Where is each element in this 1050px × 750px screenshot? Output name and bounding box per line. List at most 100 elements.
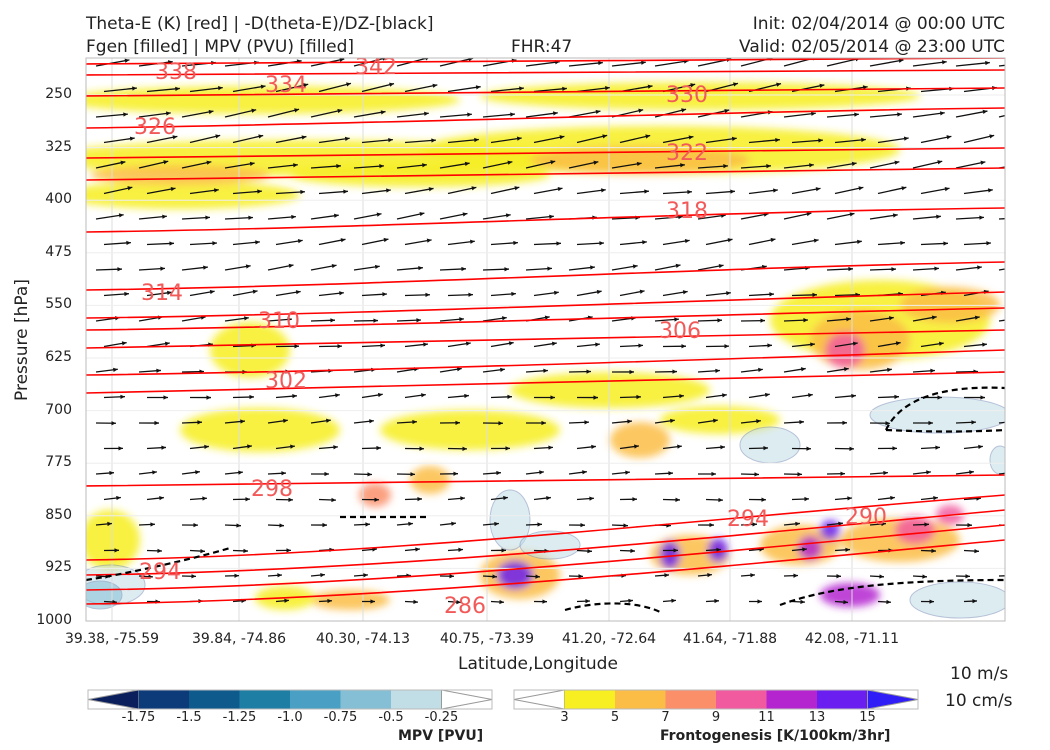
wind-arrowhead — [724, 108, 730, 114]
wind-arrowhead — [303, 83, 309, 88]
theta-e-label: 310 — [258, 309, 300, 334]
wind-arrow — [310, 109, 343, 118]
colorbar-tick-label: 5 — [610, 710, 620, 725]
wind-arrow — [705, 137, 737, 144]
wind-arrowhead — [163, 395, 168, 400]
wind-arrowhead — [492, 574, 497, 579]
wind-arrow — [525, 112, 558, 118]
wind-arrow — [576, 134, 608, 144]
lapse-contour — [885, 428, 1005, 433]
wind-arrowhead — [377, 392, 383, 398]
wind-arrowhead — [938, 341, 944, 346]
wind-arrowhead — [632, 264, 638, 269]
wind-arrowhead — [562, 86, 567, 91]
lapse-contour — [779, 578, 1005, 607]
wind-arrowhead — [425, 58, 430, 61]
wind-arrowhead — [851, 161, 857, 166]
wind-arrowhead — [552, 111, 558, 116]
wind-arrowhead — [205, 215, 210, 220]
wind-arrowhead — [333, 445, 338, 450]
forecast-hour: FHR:47 — [511, 37, 573, 57]
wind-arrowhead — [895, 341, 901, 346]
wind-arrow — [146, 87, 180, 93]
wind-arrowhead — [591, 444, 596, 450]
wind-arrowhead — [1010, 523, 1015, 527]
fgen-blob — [380, 410, 560, 450]
wind-arrowhead — [504, 267, 509, 272]
wind-arrowhead — [548, 445, 553, 450]
wind-arrowhead — [687, 189, 692, 195]
wind-arrowhead — [326, 418, 331, 423]
wind-arrow — [482, 161, 513, 169]
wind-arrowhead — [903, 136, 909, 141]
wind-arrow — [619, 190, 649, 195]
wind-arrowhead — [684, 238, 690, 244]
wind-arrow — [834, 138, 866, 144]
wind-arrowhead — [191, 574, 196, 579]
wind-arrowhead — [838, 521, 843, 526]
wind-arrowhead — [120, 160, 126, 165]
wind-arrow — [224, 216, 253, 220]
wind-arrowhead — [501, 316, 507, 321]
wind-arrow — [138, 112, 171, 118]
wind-arrowhead — [126, 240, 131, 246]
wind-arrowhead — [881, 521, 886, 527]
wind-arrowhead — [642, 240, 647, 245]
wind-arrowhead — [967, 522, 972, 528]
theta-e-label: 318 — [666, 199, 708, 224]
wind-arrowhead — [879, 574, 884, 579]
wind-arrowhead — [645, 134, 651, 139]
wind-arrow — [568, 61, 603, 67]
wind-arrow — [955, 61, 990, 67]
colorbar-tick-label: 9 — [711, 710, 721, 725]
wind-arrow — [576, 189, 606, 195]
wind-arrowhead — [423, 342, 428, 347]
wind-arrowhead — [888, 316, 894, 321]
wind-arrow — [361, 82, 395, 93]
wind-arrowhead — [213, 188, 219, 193]
wind-arrowhead — [451, 521, 456, 526]
wind-arrow — [232, 134, 264, 144]
wind-arrowhead — [507, 160, 513, 165]
wind-arrowhead — [501, 548, 506, 553]
wind-arrowhead — [293, 163, 298, 168]
wind-arrowhead — [247, 444, 252, 449]
wind-arrowhead — [982, 109, 988, 114]
wind-arrowhead — [416, 318, 421, 323]
wind-arrowhead — [623, 523, 628, 528]
theta-e-line — [86, 539, 1005, 605]
wind-arrowhead — [257, 189, 262, 194]
colorbar-tick-label: 7 — [661, 710, 670, 725]
wind-arrowhead — [934, 266, 939, 271]
wind-arrowhead — [977, 265, 982, 270]
wind-arrowhead — [628, 598, 633, 603]
wind-arrow — [955, 161, 986, 169]
wind-arrowhead — [1022, 216, 1027, 220]
wind-arrow — [396, 212, 425, 220]
wind-arrowhead — [470, 239, 475, 244]
wind-arrowhead — [930, 368, 935, 373]
wind-arrowhead — [974, 548, 979, 554]
wind-arrow — [568, 110, 601, 118]
wind-arrowhead — [339, 58, 345, 63]
fgen-blob — [825, 332, 865, 368]
theta-e-line — [86, 307, 1005, 331]
wind-arrowhead — [974, 315, 980, 320]
wind-arrowhead — [861, 137, 866, 143]
theta-e-line — [86, 58, 1005, 65]
wind-arrowhead — [980, 160, 986, 165]
wind-arrowhead — [163, 160, 169, 165]
wind-arrowhead — [432, 83, 438, 88]
wind-arrowhead — [170, 186, 176, 192]
wind-arrowhead — [373, 318, 378, 323]
wind-arrow — [181, 216, 210, 220]
wind-arrowhead — [593, 160, 599, 165]
wind-arrowhead — [965, 574, 970, 579]
wind-arrowhead — [672, 369, 677, 374]
wind-arrowhead — [551, 341, 557, 346]
wind-arrowhead — [379, 164, 384, 169]
wind-arrow — [103, 137, 135, 144]
wind-arrow — [912, 160, 943, 169]
theta-e-label: 286 — [444, 594, 486, 619]
wind-arrowhead — [810, 342, 815, 347]
